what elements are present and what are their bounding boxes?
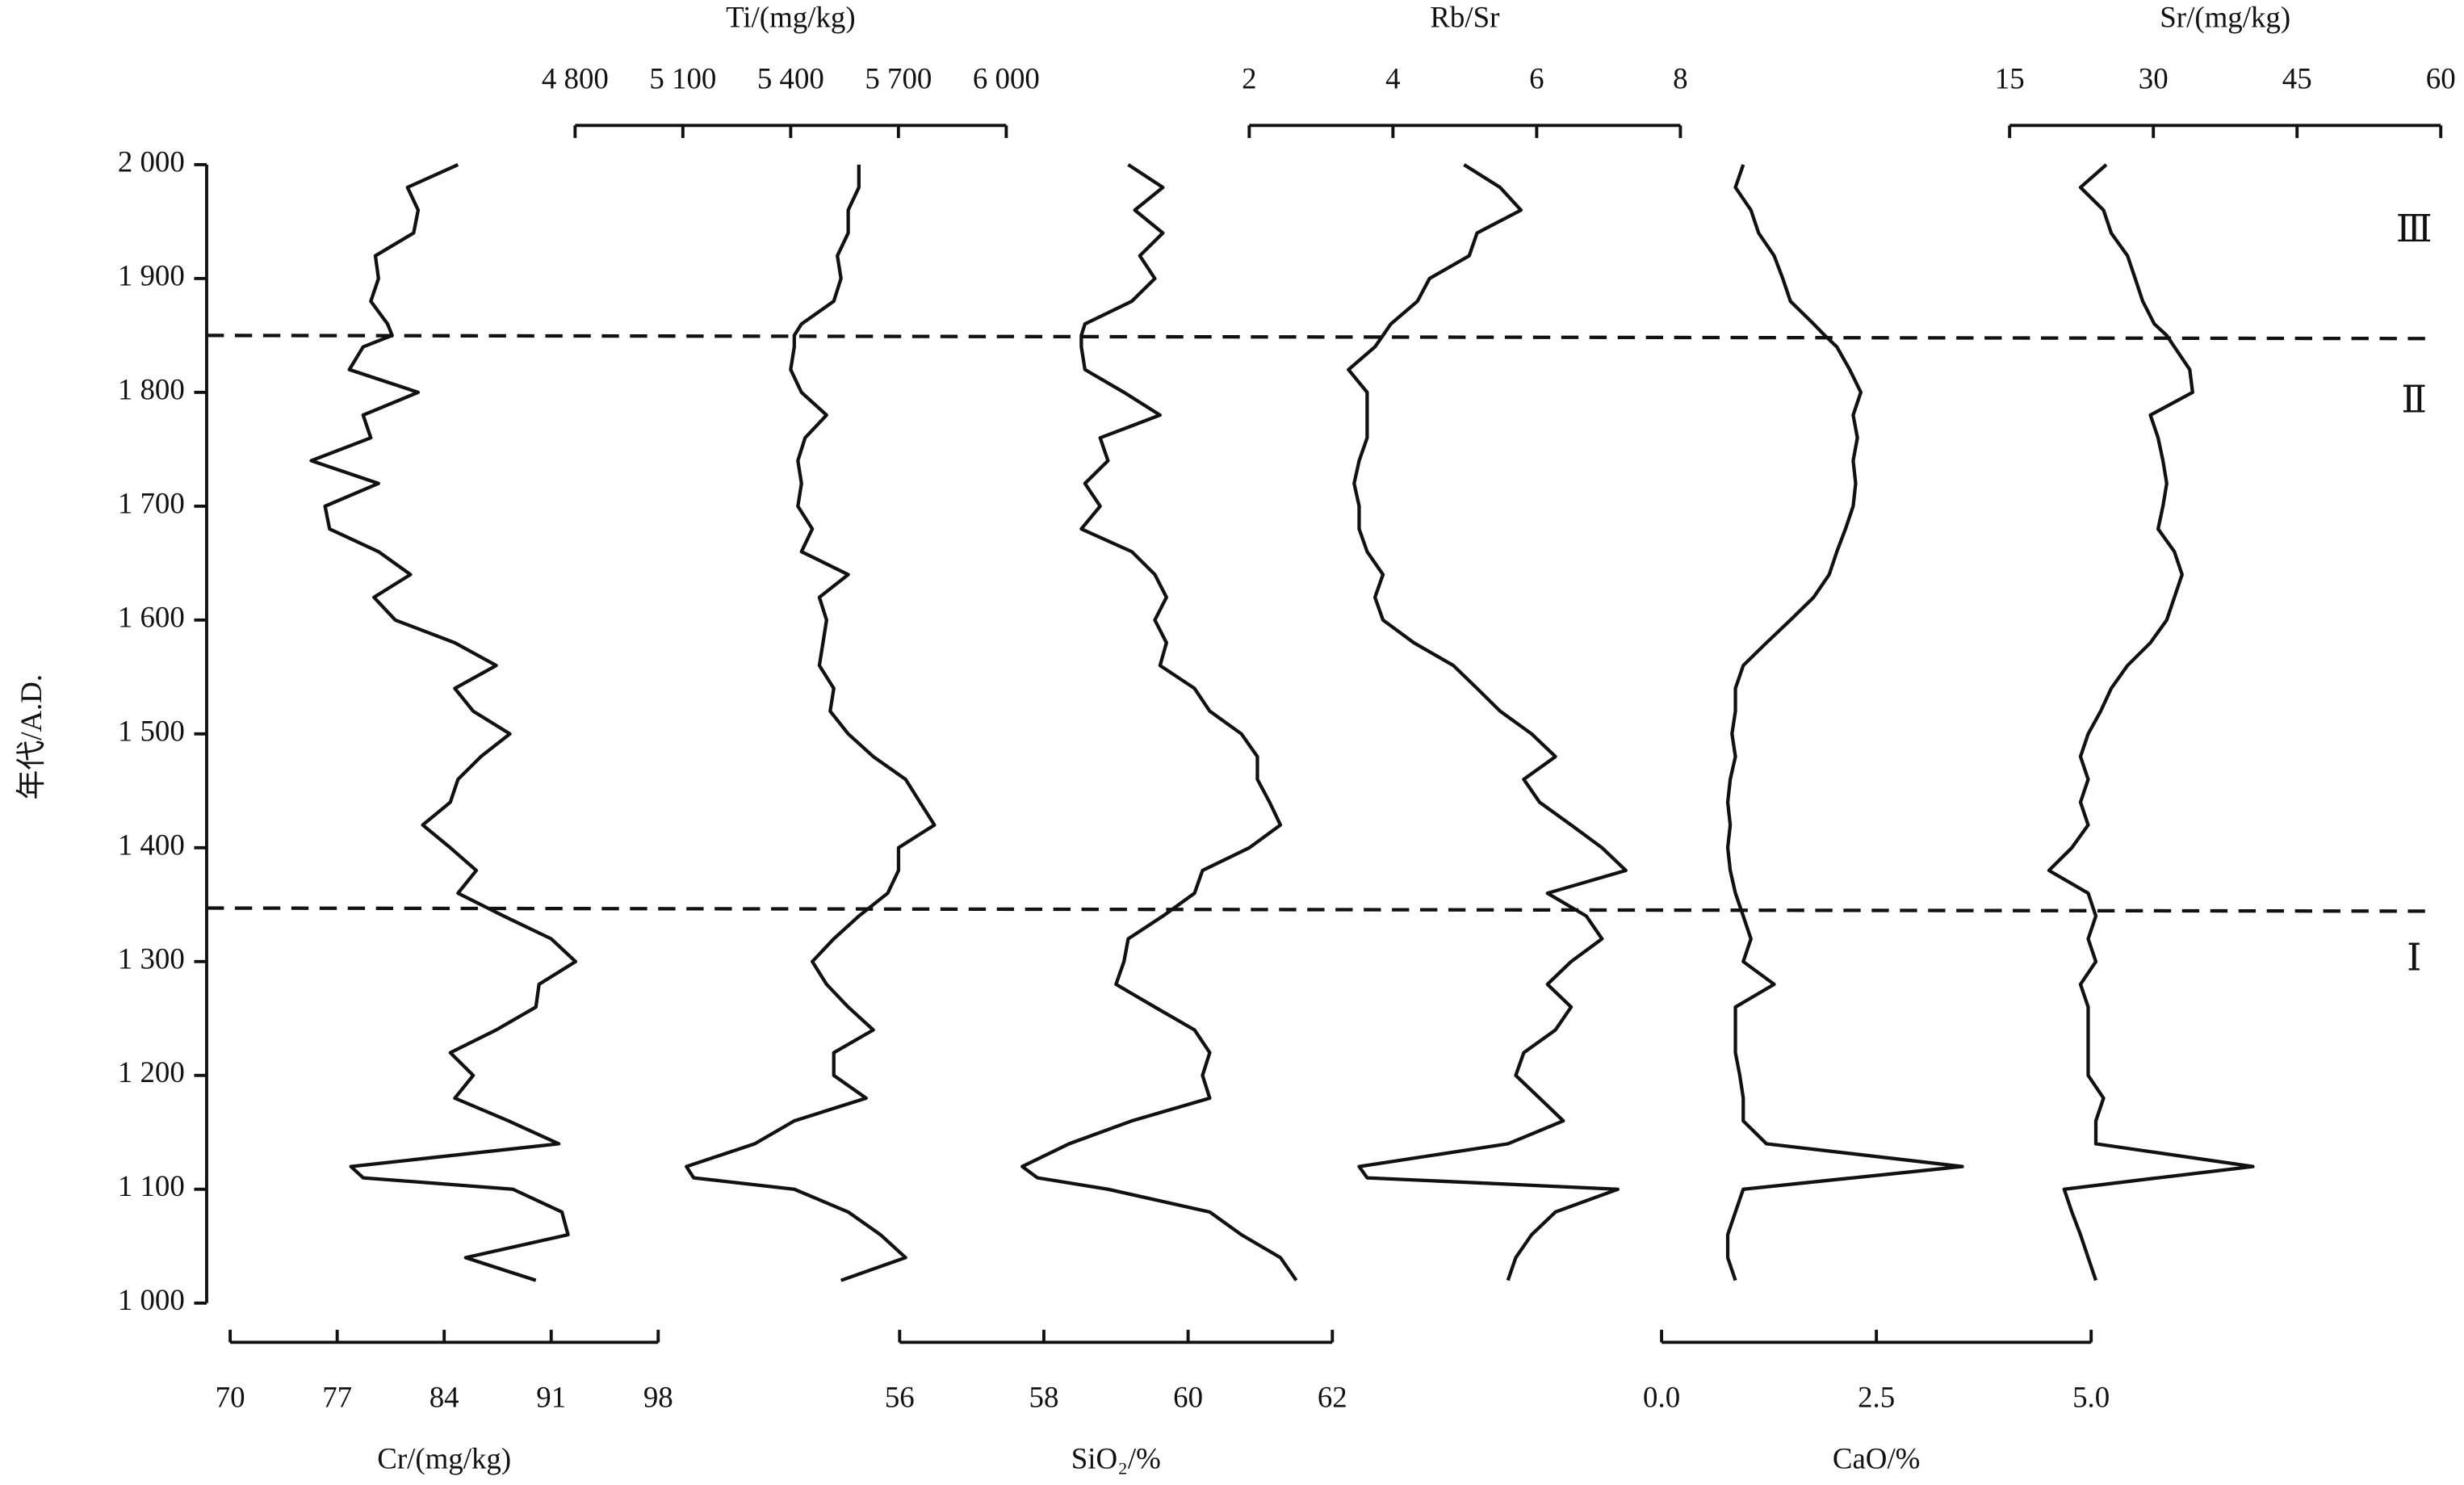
x-tick-label: 4 (1385, 61, 1400, 94)
x-tick-label: 56 (885, 1381, 915, 1414)
y-tick-label: 1 800 (118, 372, 185, 405)
x-tick-label: 2 (1242, 61, 1256, 94)
y-tick-label: 1 200 (118, 1055, 185, 1089)
x-tick-label: 8 (1673, 61, 1687, 94)
zone-boundary (206, 906, 2430, 913)
x-tick-label: 77 (322, 1381, 352, 1414)
y-tick-label: 1 000 (118, 1283, 185, 1316)
x-tick-label: 60 (1173, 1381, 1203, 1414)
x-axis-label: Ti/(mg/kg) (726, 1, 856, 35)
x-axis-label: Sr/(mg/kg) (2160, 1, 2290, 35)
profile-line (1347, 163, 1628, 1282)
x-tick-label: 5 400 (757, 61, 824, 94)
x-tick-label: 0.0 (1643, 1381, 1680, 1414)
x-axis-label: CaO/% (1833, 1441, 1921, 1475)
y-axis-label: 年代/A.D. (15, 674, 48, 800)
profile-line (685, 164, 937, 1282)
x-tick-label: 70 (216, 1381, 245, 1414)
x-tick-label: 62 (1318, 1381, 1347, 1414)
x-tick-label: 5 700 (865, 61, 932, 94)
x-axis-label: Rb/Sr (1430, 1, 1499, 34)
zone-boundary (206, 333, 2430, 341)
x-tick-label: 4 800 (542, 61, 609, 94)
zone-label: Ⅲ (2396, 208, 2433, 250)
profile-line (2047, 163, 2255, 1282)
x-tick-label: 6 000 (973, 61, 1040, 94)
x-tick-label: 6 (1529, 61, 1544, 94)
x-tick-label: 91 (536, 1381, 566, 1414)
y-tick-label: 1 400 (118, 828, 185, 861)
x-tick-label: 98 (643, 1381, 673, 1414)
profile-line (309, 162, 578, 1282)
x-tick-label: 2.5 (1858, 1381, 1895, 1414)
zone-label: Ⅱ (2401, 380, 2427, 422)
y-tick-label: 1 900 (118, 258, 185, 292)
x-tick-label: 60 (2426, 61, 2456, 94)
y-tick-label: 1 600 (118, 600, 185, 633)
x-tick-label: 30 (2139, 61, 2169, 94)
profile-line (1020, 163, 1298, 1282)
x-tick-label: 58 (1029, 1381, 1059, 1414)
y-tick-label: 2 000 (118, 145, 185, 178)
x-tick-label: 84 (430, 1381, 459, 1414)
x-tick-label: 45 (2282, 61, 2312, 94)
x-tick-label: 5 100 (649, 61, 716, 94)
x-tick-label: 15 (1995, 61, 2025, 94)
x-tick-label: 5.0 (2072, 1381, 2110, 1414)
zone-label: Ⅰ (2407, 937, 2421, 979)
y-tick-label: 1 700 (118, 486, 185, 519)
y-tick-label: 1 500 (118, 714, 185, 747)
x-axis-label: SiO₂/% (1071, 1441, 1161, 1475)
y-tick-label: 1 300 (118, 942, 185, 975)
profile-line (1725, 164, 1964, 1282)
x-axis-label: Cr/(mg/kg) (377, 1441, 511, 1475)
y-tick-label: 1 100 (118, 1169, 185, 1202)
